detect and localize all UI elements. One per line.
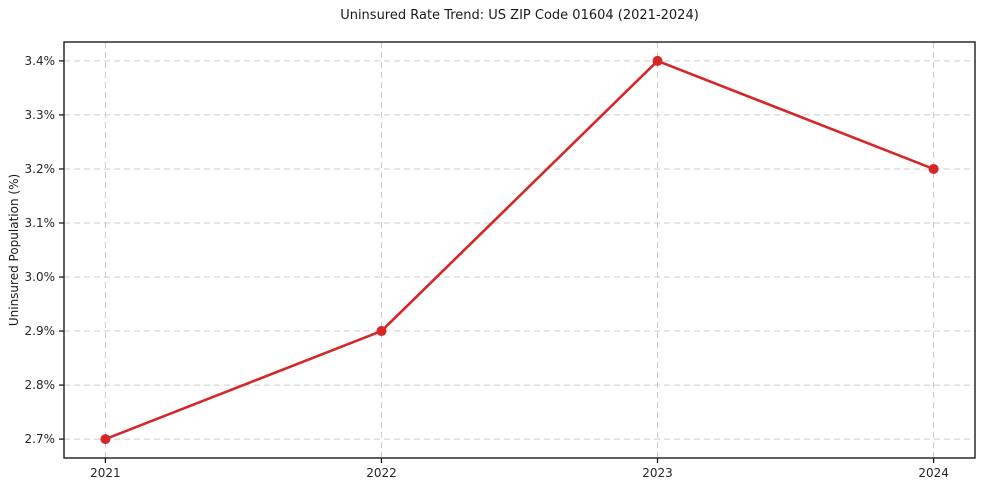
trend-line (104, 59, 935, 441)
x-tick-label: 2023 (642, 466, 673, 480)
y-tick-label: 3.3% (25, 108, 56, 122)
y-tick-label: 3.4% (25, 54, 56, 68)
x-tick-label: 2022 (366, 466, 397, 480)
data-point (100, 434, 111, 445)
y-tick-label: 3.1% (25, 216, 56, 230)
chart-title: Uninsured Rate Trend: US ZIP Code 01604 … (340, 8, 699, 23)
y-tick-label: 3.2% (25, 162, 56, 176)
data-point (652, 55, 663, 66)
x-tick-label: 2021 (90, 466, 121, 480)
y-tick-label: 2.8% (25, 378, 56, 392)
y-tick-label: 3.0% (25, 270, 56, 284)
plot-border (63, 41, 976, 459)
y-tick-label: 2.7% (25, 432, 56, 446)
x-tick-label: 2024 (918, 466, 949, 480)
y-tick-label: 2.9% (25, 324, 56, 338)
data-point (928, 163, 939, 174)
data-point (376, 326, 387, 337)
